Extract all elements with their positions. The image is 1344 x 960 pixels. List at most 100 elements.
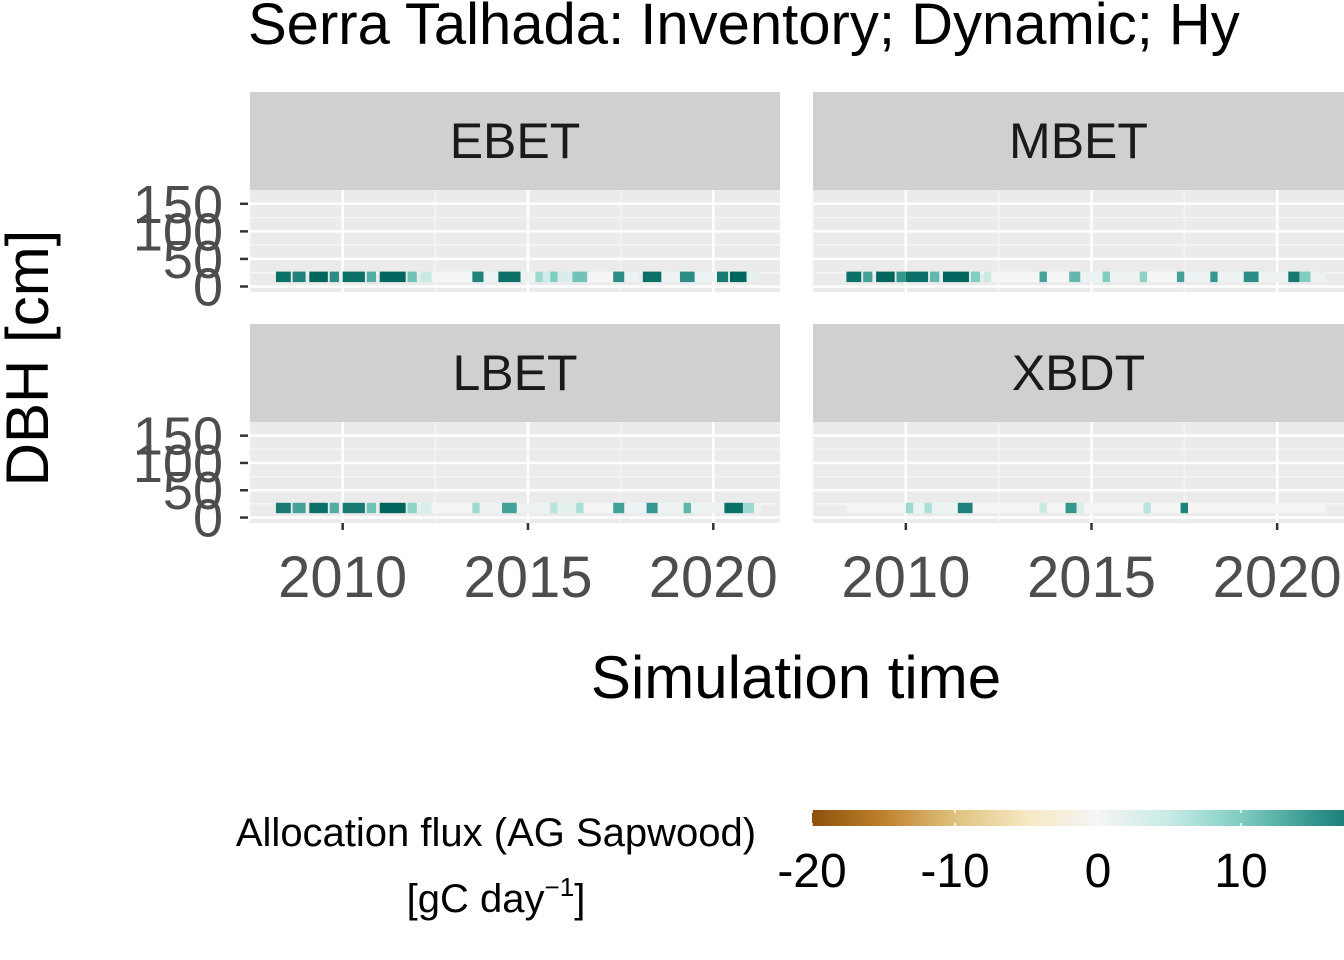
heatmap-cell [957,502,973,514]
heatmap-cell [366,271,377,283]
heatmap-cell [379,271,406,283]
heatmap-cell [292,271,306,283]
colorbar-ticks: -20 -10 0 10 [777,810,1268,898]
heatmap-cell [613,502,625,514]
heatmap-cell [1039,502,1047,514]
heatmap-cell [646,502,658,514]
heatmap-cell [1288,271,1300,283]
heatmap-cell [691,502,725,514]
heatmap-cell [931,502,958,514]
heatmap-cell [535,271,543,283]
heatmap-cell [576,502,584,514]
heatmap-cell [624,502,647,514]
x-axis-label: Simulation time [591,644,1001,711]
heatmap-cell [1110,271,1140,283]
heatmap-cell [863,271,873,283]
heatmap-cell [583,502,614,514]
x-tick-label: 2015 [1027,545,1156,610]
heatmap-cell [1102,271,1111,283]
x-tick-label: 2020 [1213,545,1342,610]
heatmap-cell [905,502,914,514]
heatmap-cell [1180,502,1189,514]
heatmap-cell [991,271,1040,283]
heatmap-cell [1076,502,1085,514]
colorbar-tick-label: -10 [920,845,989,898]
heatmap-cell [292,502,306,514]
heatmap-cell [572,271,588,283]
heatmap-cell [742,502,755,514]
panel-strip [813,92,1344,190]
heatmap-cell [613,271,625,283]
heatmap-cell [970,271,981,283]
panel-mbet: MBET [812,92,1344,292]
heatmap-cell [729,271,747,283]
heatmap-cell [420,271,432,283]
legend-unit-end: ] [574,877,585,921]
heatmap-cell [679,271,695,283]
y-tick-label: 150 [133,175,223,235]
y-tick-label: 50 [163,461,223,521]
heatmap-cell [846,271,862,283]
heatmap-cell [1143,502,1151,514]
heatmap-cell [520,271,536,283]
heatmap-cell [1150,502,1181,514]
x-tick-label: 2010 [841,545,970,610]
heatmap-cell [329,502,339,514]
heatmap-cell [1217,271,1244,283]
heatmap-cell [913,502,925,514]
colorbar-tick-label: 10 [1214,845,1267,898]
heatmap-cell [1299,271,1311,283]
panel-strip [250,324,780,422]
heatmap-cell [431,502,473,514]
y-tick-label: 0 [193,489,223,549]
legend-unit: [gC day−1] [407,872,586,921]
heatmap-cell [905,271,929,283]
y-axis-label: DBH [cm] [0,230,61,487]
heatmap-cell [275,271,291,283]
panel-strip-label: XBDT [1012,345,1145,401]
heatmap-cell [483,271,499,283]
legend-unit-sup: −1 [545,872,575,902]
heatmap-cell [1046,271,1070,283]
heatmap-cell [1243,271,1259,283]
y-tick-label: 50 [163,230,223,290]
heatmap-cell [342,271,365,283]
heatmap-cell [846,502,906,514]
heatmap-cell [1039,271,1047,283]
heatmap-cell [479,502,503,514]
heatmap-cell [342,502,365,514]
heatmap-cell [557,271,573,283]
heatmap-cell [716,271,729,283]
heatmap-cell [661,271,680,283]
heatmap-cell [407,502,417,514]
heatmap-cell [876,271,895,283]
colorbar-tick-label: -20 [777,845,846,898]
heatmap-cell [1176,271,1185,283]
heatmap-cell [1210,271,1218,283]
panel-strip [250,92,780,190]
y-tick-label: 150 [133,407,223,467]
heatmap-cell [550,502,558,514]
heatmap-cell [379,502,406,514]
heatmap-cell [746,271,758,283]
x-tick-label: 2015 [463,545,592,610]
heatmap-cell [924,502,932,514]
colorbar-tick-label: 0 [1085,845,1112,898]
heatmap-cell [1310,271,1326,283]
heatmap-cell [1139,271,1148,283]
heatmap-cell [1084,502,1144,514]
heatmap-cell [1147,271,1177,283]
x-tick-label: 2020 [649,545,778,610]
colorbar [812,810,1344,826]
panel-strip [813,324,1344,422]
y-tick-label: 100 [133,434,223,494]
heatmap-cell [366,502,377,514]
panel-strip-label: MBET [1009,113,1148,169]
heatmap-cell [929,271,940,283]
heatmap-cell [1080,271,1103,283]
heatmap-cell [942,271,969,283]
legend-title: Allocation flux (AG Sapwood) [236,811,756,855]
heatmap-cell [1258,271,1289,283]
